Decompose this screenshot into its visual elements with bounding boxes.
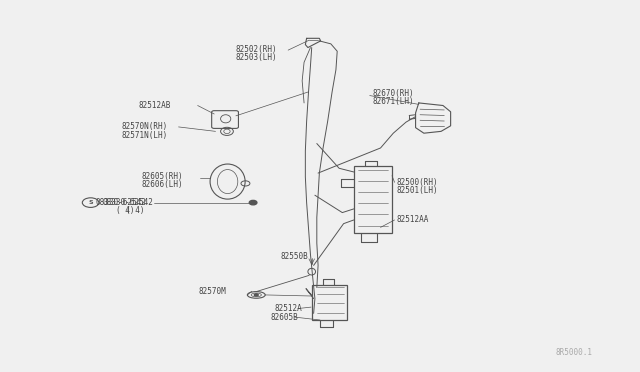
Circle shape bbox=[249, 201, 257, 205]
Text: ( 4): ( 4) bbox=[116, 206, 134, 215]
Text: 08330-62542: 08330-62542 bbox=[96, 198, 147, 207]
Text: 8R5000.1: 8R5000.1 bbox=[556, 347, 593, 357]
Text: S: S bbox=[88, 200, 93, 205]
Text: 82605(RH): 82605(RH) bbox=[141, 172, 183, 181]
Text: 82512AB: 82512AB bbox=[138, 101, 171, 110]
Text: 82512AA: 82512AA bbox=[396, 215, 429, 224]
Text: 08330-62542: 08330-62542 bbox=[102, 198, 153, 207]
Text: ( 4): ( 4) bbox=[125, 206, 144, 215]
Text: 82512A: 82512A bbox=[274, 304, 302, 313]
Text: 82670(RH): 82670(RH) bbox=[372, 89, 414, 98]
Text: 82502(RH): 82502(RH) bbox=[236, 45, 278, 54]
Text: 82606(LH): 82606(LH) bbox=[141, 180, 183, 189]
Text: 82671(LH): 82671(LH) bbox=[372, 97, 414, 106]
Text: 82503(LH): 82503(LH) bbox=[236, 53, 278, 62]
Text: 82570M: 82570M bbox=[199, 287, 227, 296]
Text: 82570N(RH): 82570N(RH) bbox=[121, 122, 168, 131]
Text: 82571N(LH): 82571N(LH) bbox=[121, 131, 168, 140]
Text: 82605B: 82605B bbox=[270, 312, 298, 321]
Text: 82501(LH): 82501(LH) bbox=[396, 186, 438, 195]
Text: 82550B: 82550B bbox=[280, 252, 308, 262]
Circle shape bbox=[254, 294, 258, 296]
Text: 82500(RH): 82500(RH) bbox=[396, 178, 438, 187]
